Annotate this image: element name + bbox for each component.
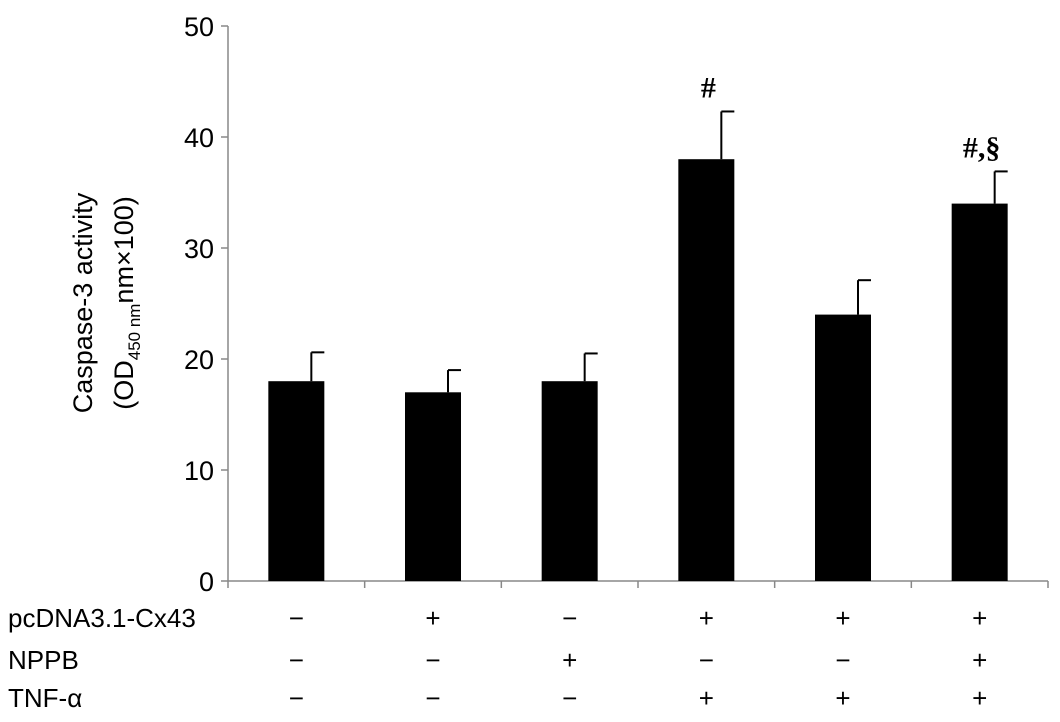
treatment-sign: − — [425, 645, 440, 675]
y-tick-label: 40 — [184, 123, 214, 153]
treatment-sign: − — [289, 603, 304, 633]
treatment-sign: + — [562, 645, 577, 675]
bar — [815, 314, 871, 581]
treatment-sign: + — [699, 603, 714, 633]
bars — [268, 159, 1008, 581]
treatment-sign: + — [699, 683, 714, 713]
treatment-sign: − — [562, 683, 577, 713]
y-tick-label: 30 — [184, 234, 214, 264]
y-tick-label: 10 — [184, 456, 214, 486]
treatment-sign: + — [835, 603, 850, 633]
error-bars — [310, 110, 1008, 393]
treatment-row-label: pcDNA3.1-Cx43 — [8, 603, 196, 633]
y-axis-title: Caspase-3 activity (OD450 nmnm×100) — [68, 192, 144, 413]
axes — [227, 26, 1049, 588]
significance-marker: #,§ — [963, 131, 1001, 164]
bar — [541, 381, 598, 581]
treatment-sign: + — [835, 683, 850, 713]
y-tick-label: 0 — [199, 567, 214, 597]
y-tick-label: 20 — [184, 345, 214, 375]
treatment-sign: − — [289, 645, 304, 675]
treatment-row-label: NPPB — [8, 645, 79, 675]
treatment-table: pcDNA3.1-Cx43 − + − + + + NPPB − − + − − + TNF-α − − − + + + — [8, 603, 987, 713]
treatment-row-label: TNF-α — [8, 683, 82, 713]
treatment-sign: − — [562, 603, 577, 633]
treatment-sign: + — [972, 683, 987, 713]
y-axis-title-prefix: (OD — [109, 360, 139, 410]
bar — [268, 381, 325, 581]
y-axis-title-line2: (OD450 nmnm×100) — [109, 196, 144, 410]
bar — [951, 203, 1008, 581]
bar — [405, 392, 461, 581]
y-tick-label: 50 — [184, 12, 214, 42]
treatment-sign: + — [972, 603, 987, 633]
y-axis-title-suffix: nm×100) — [109, 196, 139, 303]
significance-marker: # — [701, 71, 716, 104]
y-axis-title-line1: Caspase-3 activity — [68, 192, 98, 413]
treatment-sign: + — [972, 645, 987, 675]
significance-annotations: # #,§ — [701, 71, 1001, 164]
treatment-sign: − — [425, 683, 440, 713]
treatment-sign: + — [425, 603, 440, 633]
treatment-sign: − — [699, 645, 714, 675]
bar — [678, 159, 735, 581]
y-axis-title-subscript: 450 nm — [125, 304, 144, 361]
treatment-sign: − — [835, 645, 850, 675]
treatment-sign: − — [289, 683, 304, 713]
y-ticks: 0 10 20 30 40 50 — [184, 12, 228, 597]
